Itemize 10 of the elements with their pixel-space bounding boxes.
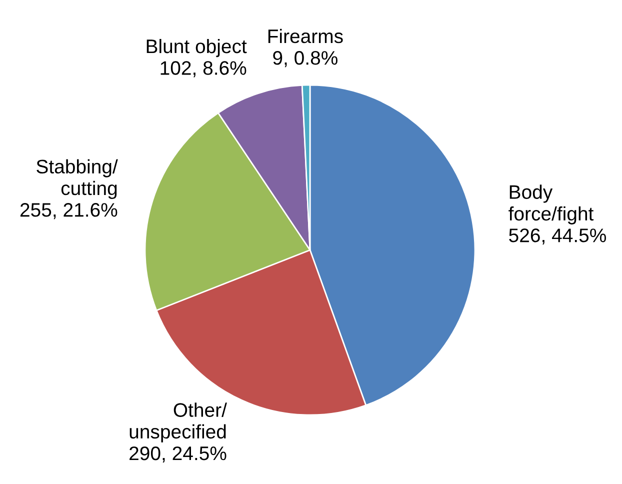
data-label: 255, 21.6% <box>20 203 118 220</box>
data-label: 102, 8.6% <box>160 61 246 78</box>
slice-label: Blunt object <box>146 38 247 58</box>
slice-label: Stabbing/ cutting <box>36 159 118 199</box>
slice-label: Body force/fight <box>508 184 594 224</box>
data-label: 290, 24.5% <box>130 446 226 463</box>
slice-label: Other/ unspecified <box>130 402 227 442</box>
slice-label: Firearms <box>268 28 343 44</box>
data-label: 9, 0.8% <box>273 51 338 68</box>
data-label: 526, 44.5% <box>509 228 606 245</box>
